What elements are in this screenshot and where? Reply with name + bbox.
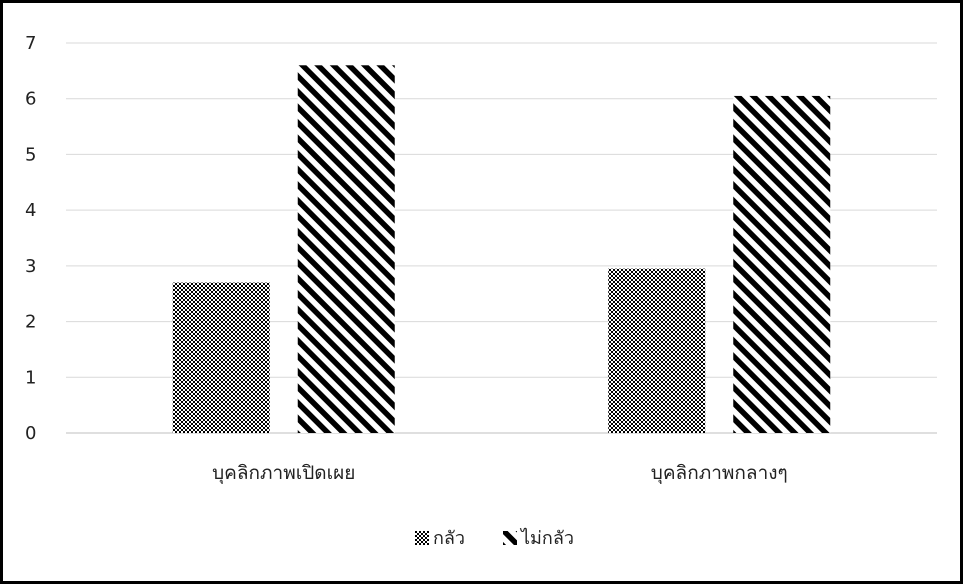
legend-swatch bbox=[415, 531, 429, 545]
bar-no-fear-2 bbox=[733, 95, 831, 433]
x-axis-categories: บุคลิกภาพเปิดเผย บุคลิกภาพกลางๆ bbox=[212, 462, 788, 485]
legend-swatch bbox=[503, 531, 517, 545]
bar-fear-1 bbox=[172, 282, 270, 433]
x-category-label: บุคลิกภาพกลางๆ bbox=[651, 462, 788, 485]
y-tick-label: 6 bbox=[25, 89, 36, 110]
y-tick-label: 5 bbox=[25, 144, 36, 165]
y-tick-label: 3 bbox=[25, 256, 36, 277]
y-tick-label: 4 bbox=[25, 200, 36, 221]
y-tick-label: 7 bbox=[25, 33, 36, 54]
legend-label: กลัว bbox=[433, 528, 465, 549]
legend-label: ไม่กลัว bbox=[519, 527, 574, 549]
bar-fear-2 bbox=[608, 268, 706, 433]
bar-no-fear-1 bbox=[297, 65, 395, 434]
y-tick-label: 2 bbox=[25, 312, 36, 333]
x-category-label: บุคลิกภาพเปิดเผย bbox=[212, 462, 355, 485]
y-tick-label: 0 bbox=[25, 423, 36, 444]
y-axis-ticks: 0 1 2 3 4 5 6 7 bbox=[25, 33, 36, 444]
y-tick-label: 1 bbox=[25, 367, 36, 388]
bars bbox=[172, 65, 831, 434]
legend: กลัว ไม่กลัว bbox=[415, 527, 574, 549]
